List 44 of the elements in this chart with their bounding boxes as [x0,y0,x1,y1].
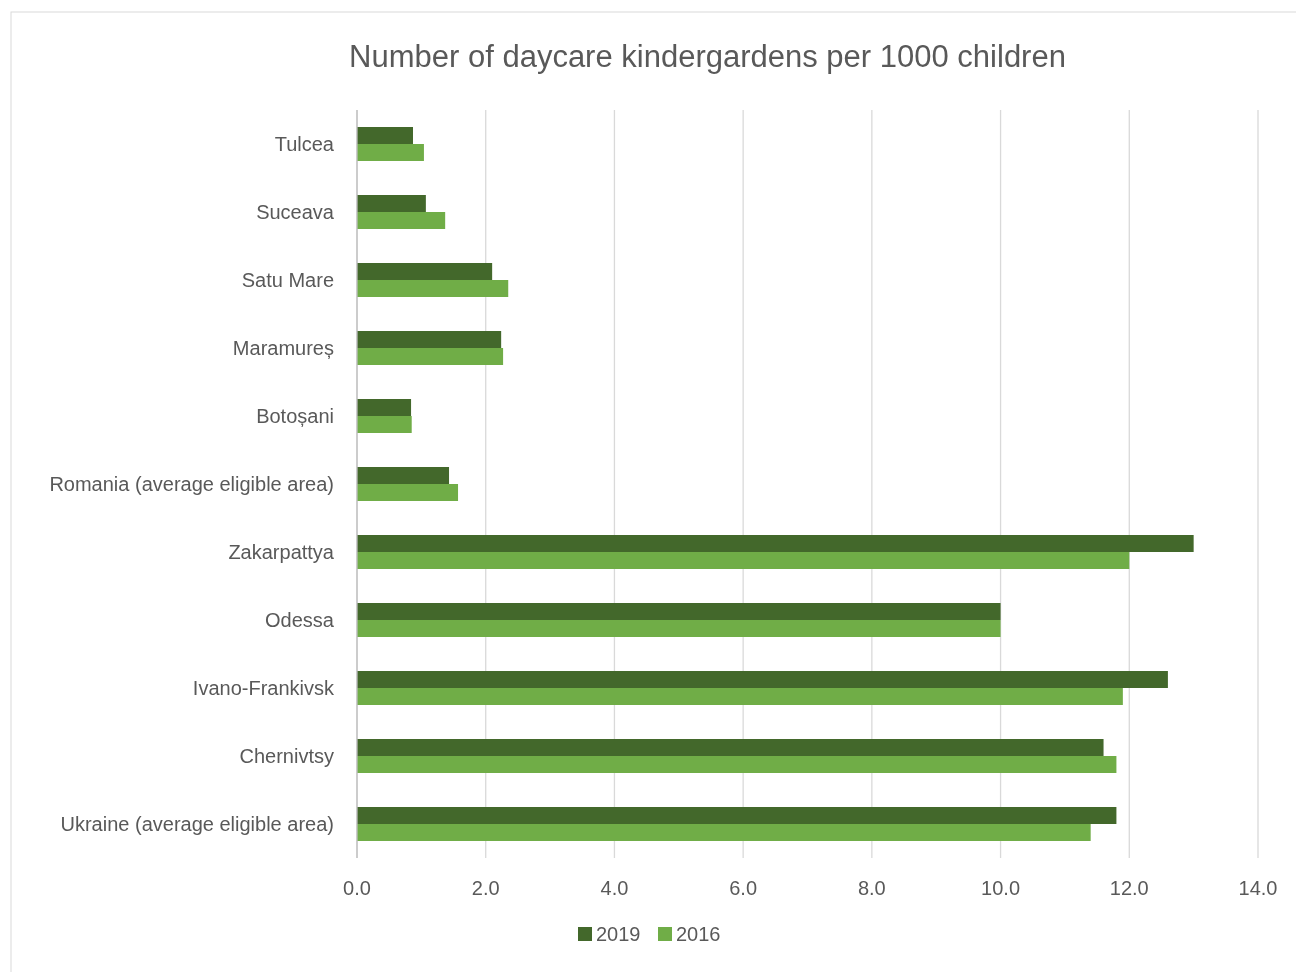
bar [357,484,459,501]
bar [357,739,1104,756]
x-tick-label: 10.0 [981,877,1021,899]
bar [357,212,446,229]
bar [357,552,1130,569]
bar [357,603,1001,620]
x-tick-label: 2.0 [471,877,500,899]
y-tick-label: Ukraine (average eligible area) [60,813,334,835]
y-tick-label: Maramureș [232,337,334,359]
bar [357,127,413,144]
bar [357,399,412,416]
bar [357,756,1117,773]
x-tick-label: 12.0 [1109,877,1149,899]
bar [357,807,1117,824]
bar [357,688,1123,705]
bar [357,824,1091,841]
legend-label: 2019 [596,923,641,945]
bar [357,331,502,348]
y-tick-label: Suceava [256,201,335,223]
x-tick-label: 14.0 [1238,877,1278,899]
bar [357,195,426,212]
y-tick-label: Romania (average eligible area) [49,473,334,495]
x-tick-label: 4.0 [600,877,629,899]
bar [357,535,1194,552]
x-tick-label: 0.0 [343,877,371,899]
bar [357,620,1001,637]
x-tick-label: 8.0 [857,877,886,899]
y-tick-label: Tulcea [274,133,335,155]
bar [357,416,412,433]
y-tick-label: Satu Mare [241,269,334,291]
legend-label: 2016 [676,923,721,945]
bar [357,144,424,161]
chart-title: Number of daycare kindergardens per 1000 children [349,39,1066,74]
y-tick-label: Ivano-Frankivsk [192,677,335,699]
bar [357,280,509,297]
bar [357,348,504,365]
bar [357,671,1168,688]
y-tick-label: Zakarpattya [228,541,335,563]
bar [357,467,450,484]
bar [357,263,493,280]
x-tick-label: 6.0 [729,877,758,899]
y-tick-label: Chernivtsy [239,745,334,767]
y-tick-label: Odessa [265,609,335,631]
y-tick-label: Botoșani [256,405,334,427]
